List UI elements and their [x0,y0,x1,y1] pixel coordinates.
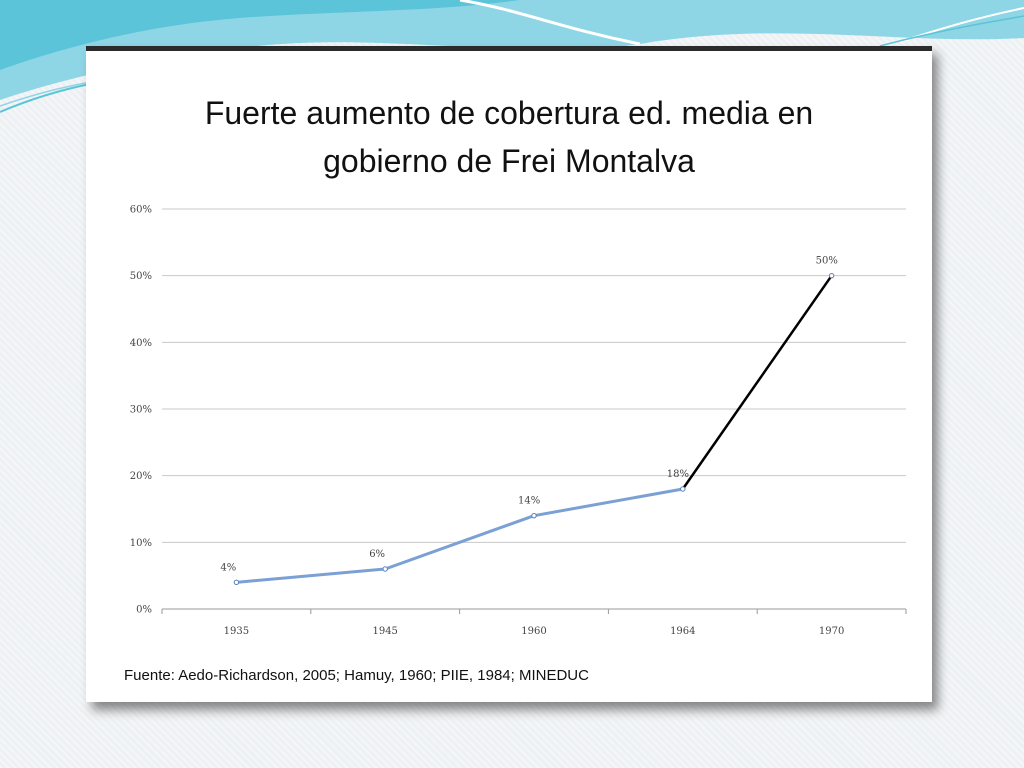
data-point [382,566,388,572]
y-tick-label: 60% [130,205,152,216]
top-wave-decoration [0,0,1024,113]
x-tick-label: 1945 [372,626,397,637]
title-line-2: gobierno de Frei Montalva [323,143,695,179]
chart-title: Fuerte aumento de cobertura ed. media en… [86,89,932,185]
series-line-black [681,274,833,490]
chart-panel: Fuerte aumento de cobertura ed. media en… [86,46,932,702]
data-point [680,486,686,492]
series-line-blue [236,487,684,584]
x-tick-label: 1960 [521,626,546,637]
source-note: Fuente: Aedo-Richardson, 2005; Hamuy, 19… [124,667,589,684]
y-tick-label: 20% [130,471,152,482]
x-tick-label: 1964 [670,626,695,637]
data-point [531,512,537,519]
data-point [828,272,835,279]
y-tick-label: 30% [130,405,152,416]
y-tick-label: 50% [130,271,152,282]
y-tick-label: 0% [136,605,152,616]
x-tick-label: 1970 [819,626,844,637]
title-line-1: Fuerte aumento de cobertura ed. media en [204,95,814,131]
line-chart: 0% 10% 20% 30% 40% 50% 60% 1935 1945 1960 1964 1970… [130,205,907,637]
data-point [233,579,240,586]
y-tick-label: 40% [130,338,152,349]
x-tick-label: 1935 [224,626,249,637]
data-label: 14% [518,496,540,507]
data-label: 18% [667,469,689,480]
data-label: 50% [816,256,838,267]
y-tick-label: 10% [130,538,152,549]
data-label: 6% [369,549,385,560]
data-label: 4% [220,562,236,573]
